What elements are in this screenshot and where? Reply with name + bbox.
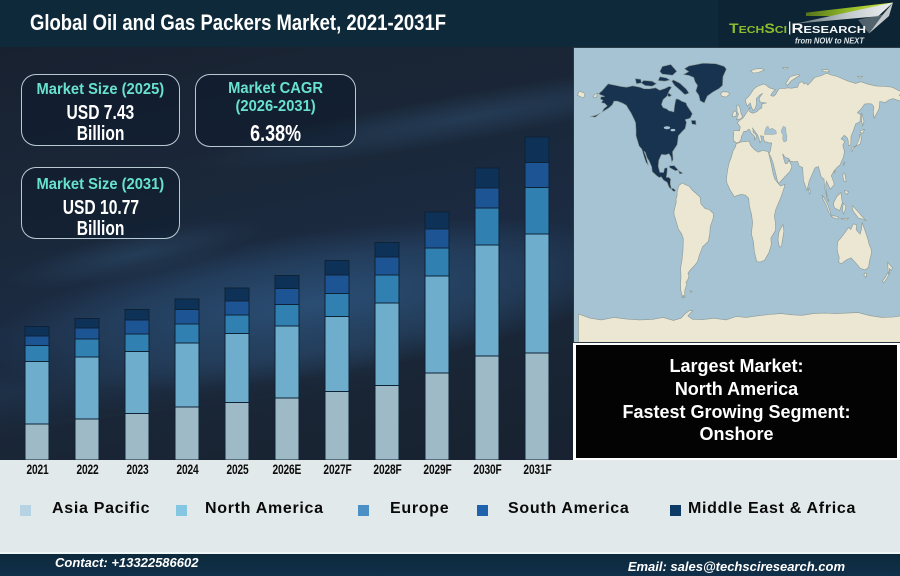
svg-text:from NOW to NEXT: from NOW to NEXT [795, 36, 865, 46]
